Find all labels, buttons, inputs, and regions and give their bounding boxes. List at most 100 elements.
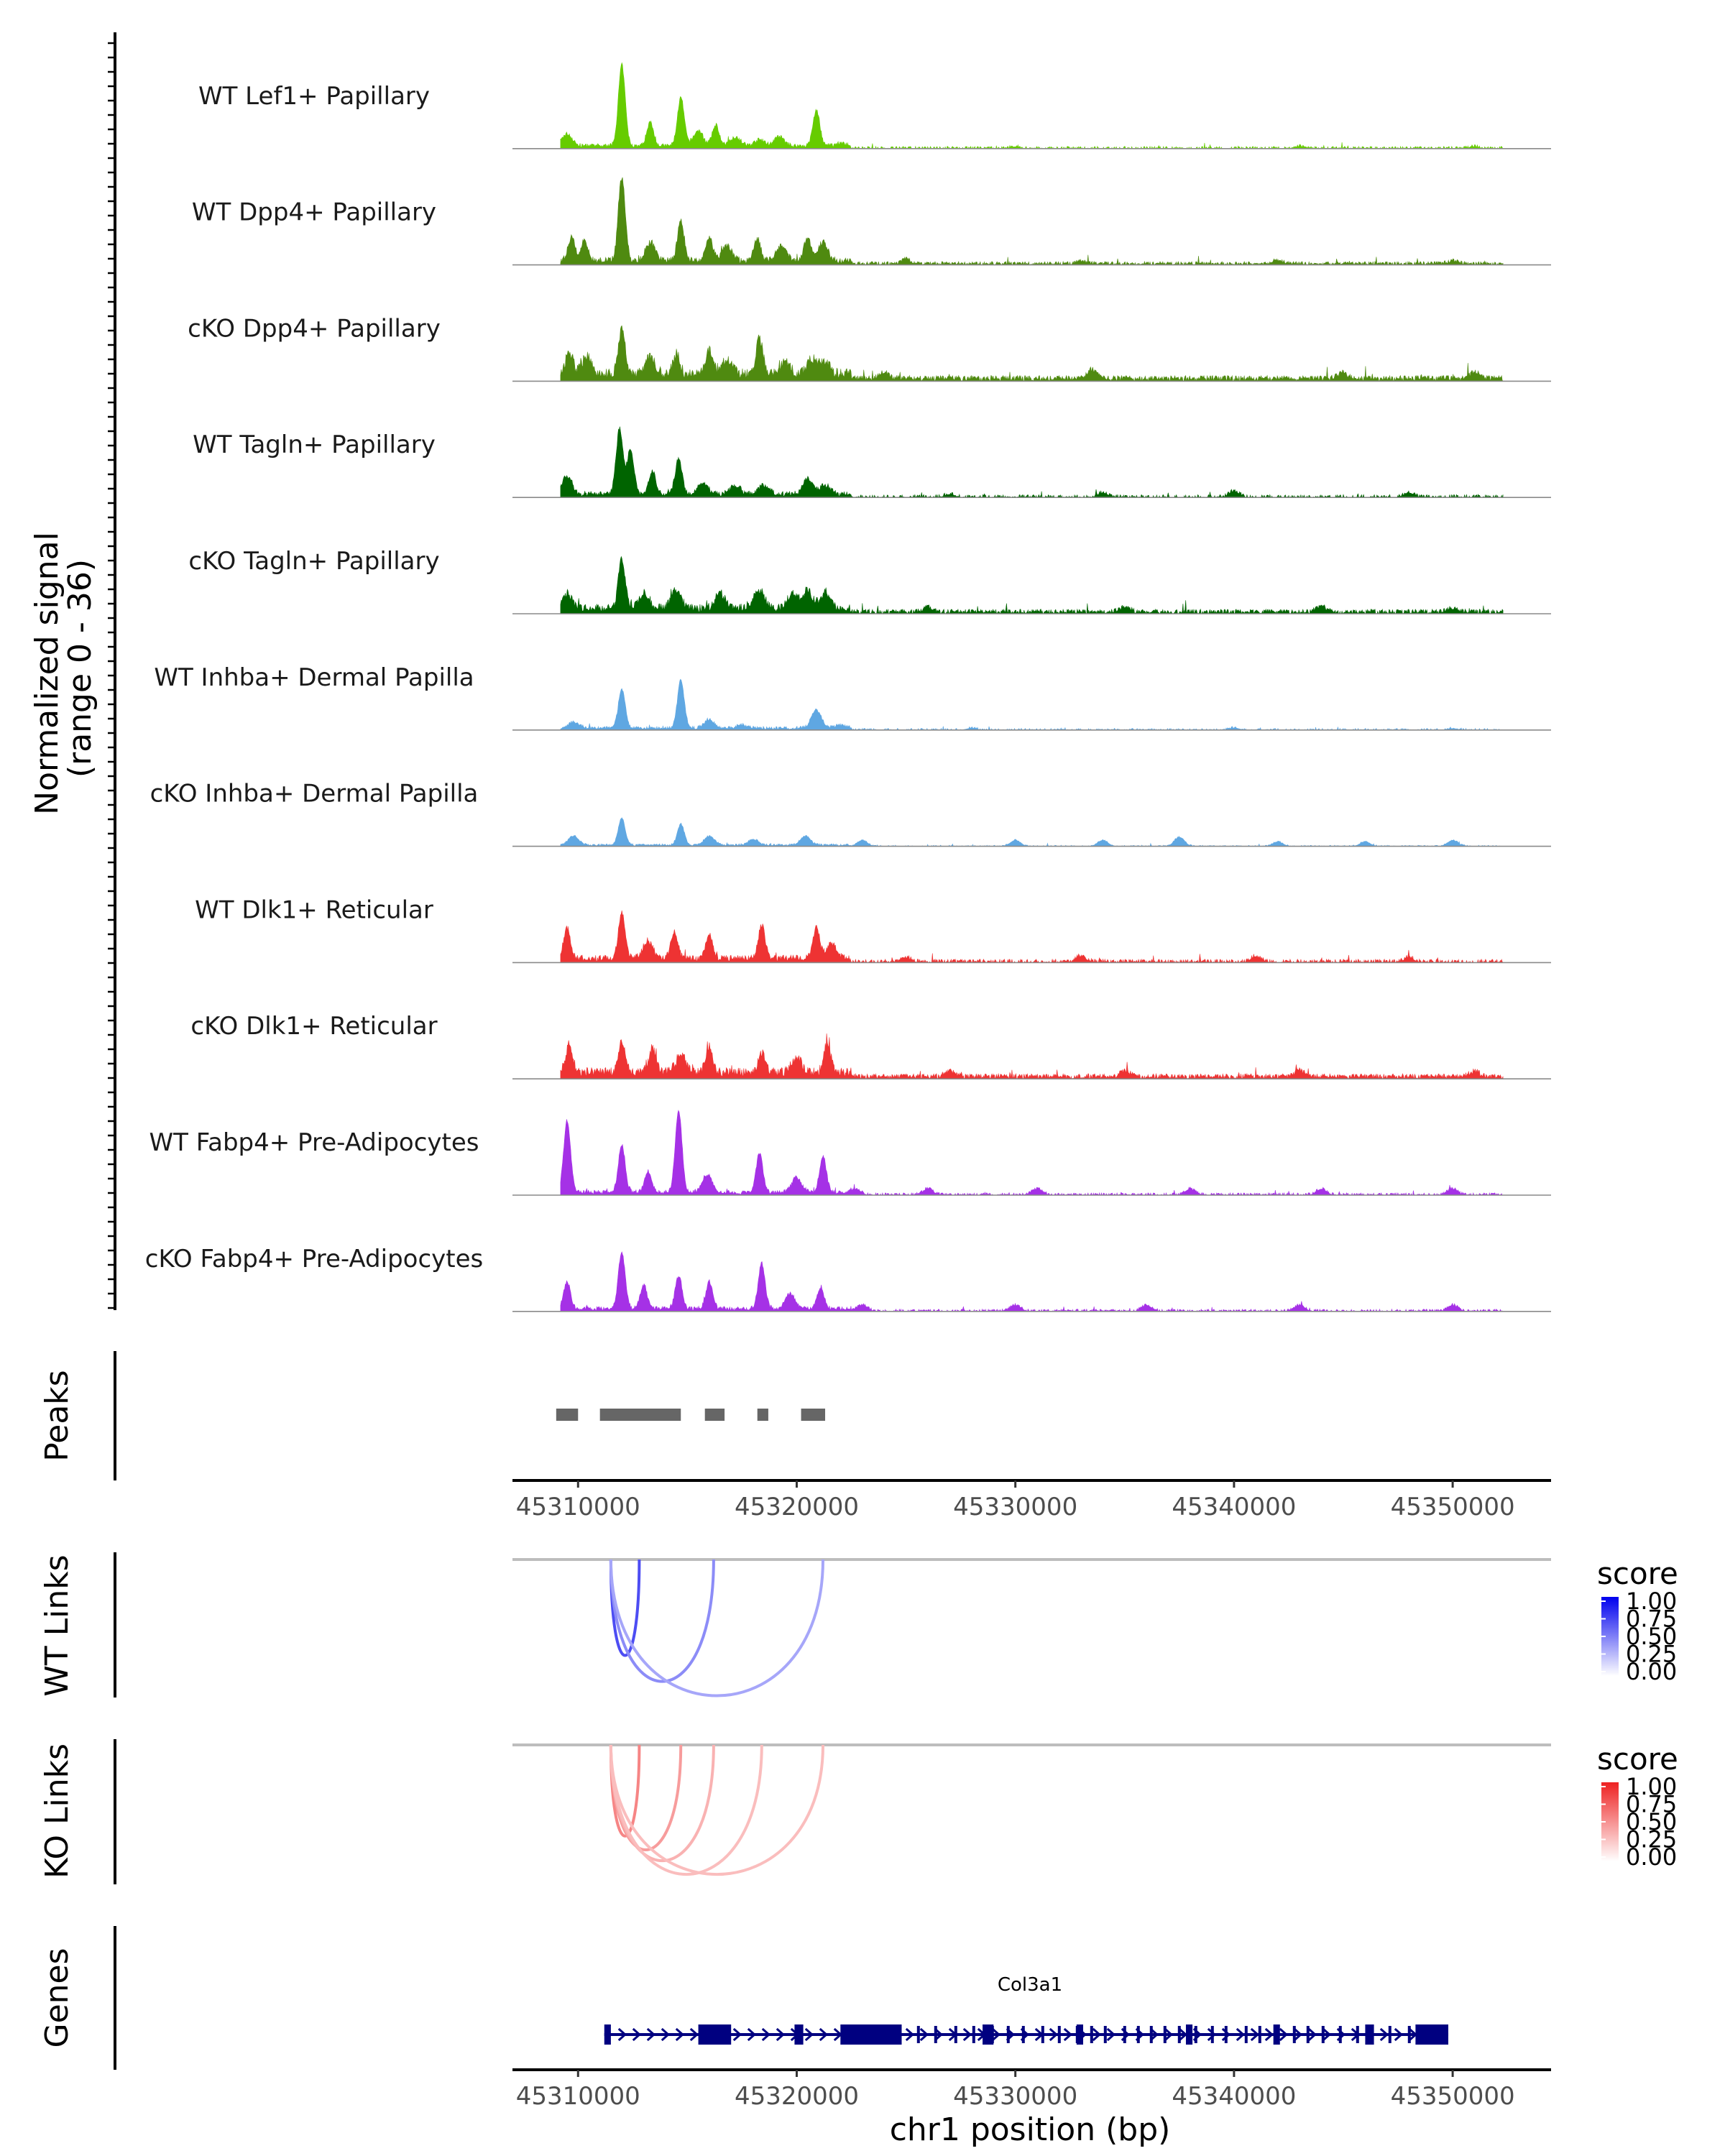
strand-arrow <box>1250 2027 1260 2042</box>
gene-small-exon <box>1244 2026 1248 2043</box>
gene-exon <box>604 2024 611 2045</box>
peaks-panel: Peaks 45310000 45320000 45330000 45340000 45… <box>39 1351 1551 1521</box>
coverage-track: WT Lef1+ Papillary <box>198 62 1551 149</box>
gene-small-exon <box>1306 2026 1310 2043</box>
coverage-track-label: cKO Fabp4+ Pre-Adipocytes <box>145 1245 484 1273</box>
strand-arrow <box>646 2027 656 2042</box>
strand-arrow <box>1236 2027 1246 2042</box>
gene-exon <box>1415 2024 1449 2045</box>
coverage-tracks: WT Lef1+ Papillary WT Dpp4+ Papillary cKO … <box>145 62 1551 1312</box>
coverage-signal-area <box>560 556 1504 615</box>
legend-tick-label: 0.25 <box>1626 1641 1677 1668</box>
coverage-track: WT Inhba+ Dermal Papilla <box>154 663 1551 731</box>
legend-tick-label: 0.00 <box>1626 1658 1677 1685</box>
legend-tick-label: 0.00 <box>1626 1843 1677 1871</box>
strand-arrow <box>1164 2027 1174 2042</box>
coverage-track-label: WT Tagln+ Papillary <box>193 430 436 459</box>
coverage-signal-area <box>560 426 1504 499</box>
strand-arrow <box>919 2027 929 2042</box>
coverage-track: WT Tagln+ Papillary <box>193 426 1551 499</box>
coverage-track-label: WT Dpp4+ Papillary <box>192 198 436 227</box>
link-arc <box>609 1744 763 1876</box>
coverage-track-label: cKO Tagln+ Papillary <box>188 547 439 576</box>
coverage-track: cKO Fabp4+ Pre-Adipocytes <box>145 1245 1551 1312</box>
strand-arrow <box>1207 2027 1217 2042</box>
coverage-signal-area <box>560 1033 1504 1080</box>
legend-tick-label: 1.00 <box>1626 1773 1677 1800</box>
strand-arrow <box>689 2027 699 2042</box>
strand-arrow <box>661 2027 671 2042</box>
ko-links-track-label: KO Links <box>39 1743 75 1879</box>
legend-tick-label: 0.75 <box>1626 1791 1677 1818</box>
gene-small-exon <box>1103 2026 1107 2043</box>
legend-tick-label: 0.50 <box>1626 1808 1677 1835</box>
wt-link-arcs <box>609 1559 824 1697</box>
coverage-y-axis-title-line2: (range 0 - 36) <box>62 559 98 778</box>
strand-arrow <box>1379 2027 1389 2042</box>
strand-arrow <box>632 2027 642 2042</box>
strand-arrow <box>804 2027 814 2042</box>
genes-panel: Genes Col3a1 45310000 45320000 45330000 453… <box>39 1926 1551 2148</box>
peak-interval <box>801 1409 826 1421</box>
x-axis-tick-label: 45330000 <box>953 2082 1077 2111</box>
strand-arrow <box>761 2027 771 2042</box>
link-arc <box>609 1559 824 1697</box>
gene-small-exon <box>1388 2026 1392 2043</box>
gene-name-label: Col3a1 <box>998 1974 1062 1996</box>
x-axis-tick-label: 45350000 <box>1391 2082 1515 2111</box>
strand-arrow <box>675 2027 685 2042</box>
gene-small-exon <box>1258 2026 1261 2043</box>
x-axis-tick-label: 45320000 <box>735 1493 859 1521</box>
strand-arrow <box>1322 2027 1332 2042</box>
link-arc <box>609 1559 715 1683</box>
strand-arrow <box>617 2027 627 2042</box>
coverage-track-label: WT Dlk1+ Reticular <box>195 895 433 924</box>
strand-arrow <box>776 2027 786 2042</box>
strand-arrow <box>1307 2027 1317 2042</box>
legend-tick-label: 0.75 <box>1626 1606 1677 1633</box>
peak-interval <box>757 1409 768 1421</box>
genes-x-axis-ticks: 45310000 45320000 45330000 45340000 45350000 <box>516 2070 1515 2111</box>
coverage-y-axis-title-line1: Normalized signal <box>29 532 65 815</box>
strand-arrow <box>747 2027 757 2042</box>
coverage-signal-area <box>560 1110 1504 1197</box>
gene-small-exon <box>1210 2026 1214 2043</box>
gene-small-exon <box>954 2026 957 2043</box>
gene-small-exon <box>1149 2026 1153 2043</box>
coverage-track-label: cKO Inhba+ Dermal Papilla <box>150 780 479 808</box>
x-axis-tick-label: 45310000 <box>516 2082 640 2111</box>
gene-exon <box>698 2024 732 2045</box>
gene-model-col3a1 <box>604 2024 1449 2045</box>
gene-exon <box>1076 2024 1083 2045</box>
coverage-y-minor-ticks <box>108 42 115 1309</box>
gene-small-exon <box>1021 2026 1025 2043</box>
gene-exon <box>983 2024 994 2045</box>
link-arc <box>609 1744 824 1876</box>
gene-small-exon <box>1356 2026 1359 2043</box>
strand-arrow <box>1106 2027 1116 2042</box>
coverage-track: WT Dlk1+ Reticular <box>195 895 1551 964</box>
coverage-track-label: WT Inhba+ Dermal Papilla <box>154 663 474 692</box>
strand-arrow <box>1063 2027 1073 2042</box>
wt-links-track-label: WT Links <box>39 1554 75 1696</box>
coverage-track-label: cKO Dlk1+ Reticular <box>190 1012 437 1041</box>
gene-small-exon <box>1057 2026 1061 2043</box>
legend-tick-label: 1.00 <box>1626 1588 1677 1615</box>
coverage-track-label: cKO Dpp4+ Papillary <box>188 314 441 343</box>
gene-small-exon <box>1006 2026 1010 2043</box>
peak-interval <box>599 1409 681 1421</box>
gene-small-exon <box>1041 2026 1044 2043</box>
gene-small-exon <box>1163 2026 1167 2043</box>
gene-small-exon <box>1407 2026 1411 2043</box>
gene-small-exon <box>1338 2026 1342 2043</box>
strand-arrow <box>732 2027 742 2042</box>
gene-exon <box>1273 2024 1280 2045</box>
coverage-track: cKO Dlk1+ Reticular <box>190 1012 1551 1080</box>
gene-small-exon <box>934 2026 937 2043</box>
gene-small-exon <box>1090 2026 1093 2043</box>
coverage-y-axis-title: Normalized signal (range 0 - 36) <box>29 522 98 815</box>
gene-exon <box>794 2024 804 2045</box>
strand-arrow <box>905 2027 915 2042</box>
